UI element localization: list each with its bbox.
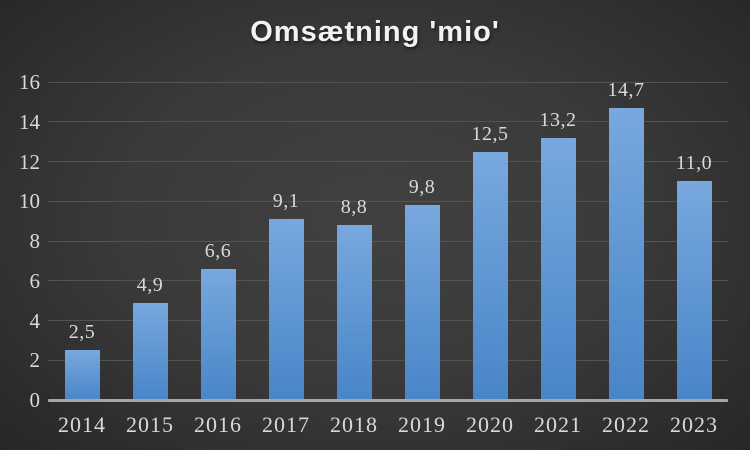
data-label-2016: 6,6 — [204, 239, 232, 262]
bar-2021 — [540, 137, 576, 401]
bar-2018 — [336, 225, 372, 401]
y-axis-tick-label: 8 — [29, 229, 41, 253]
gridline — [48, 320, 728, 321]
chart-title: Omsætning 'mio' — [250, 16, 500, 48]
gridline — [48, 200, 728, 202]
x-axis-tick-label: 2016 — [194, 412, 242, 437]
gridline — [48, 359, 728, 361]
bar-2015 — [132, 302, 168, 401]
y-axis-tick-label: 4 — [29, 308, 41, 333]
bar-2017 — [268, 219, 304, 401]
y-axis-tick-label: 2 — [29, 348, 41, 373]
bar-2023 — [676, 181, 712, 401]
bar-2014 — [64, 350, 100, 401]
data-label-2019: 9,8 — [408, 176, 436, 199]
gridline — [48, 161, 728, 162]
bar-2022 — [608, 107, 644, 401]
data-label-2022: 14,7 — [607, 78, 645, 101]
bar-2019 — [404, 205, 440, 401]
y-axis-tick-label: 12 — [19, 149, 40, 174]
gridline — [48, 121, 728, 123]
x-axis-line — [48, 399, 728, 402]
y-axis-tick-label: 6 — [29, 268, 41, 293]
x-axis-tick-label: 2019 — [398, 412, 446, 437]
bar-2016 — [200, 268, 236, 401]
gridline — [48, 280, 728, 282]
x-axis-tick-label: 2015 — [126, 412, 174, 437]
gridline — [48, 81, 728, 83]
x-axis-tick-label: 2018 — [330, 412, 378, 437]
data-label-2023: 11,0 — [675, 152, 713, 175]
y-axis-tick-label: 0 — [29, 388, 41, 412]
y-axis-tick-label: 10 — [19, 189, 40, 214]
y-axis-tick-label: 14 — [19, 109, 40, 134]
x-axis-tick-label: 2023 — [670, 412, 718, 437]
data-label-2014: 2,5 — [68, 321, 96, 344]
x-axis-tick-label: 2022 — [602, 412, 650, 437]
bar-2020 — [472, 151, 508, 401]
data-label-2021: 13,2 — [539, 108, 577, 131]
x-axis-tick-label: 2017 — [262, 412, 310, 437]
data-label-2017: 9,1 — [272, 190, 300, 213]
data-label-2020: 12,5 — [471, 122, 509, 145]
data-label-2015: 4,9 — [136, 273, 164, 296]
x-axis-tick-label: 2020 — [466, 412, 514, 437]
gridline — [48, 240, 728, 242]
data-label-2018: 8,8 — [340, 196, 368, 219]
x-axis-tick-label: 2014 — [58, 412, 106, 437]
y-axis-tick-label: 16 — [19, 70, 40, 94]
x-axis-tick-label: 2021 — [534, 412, 582, 437]
